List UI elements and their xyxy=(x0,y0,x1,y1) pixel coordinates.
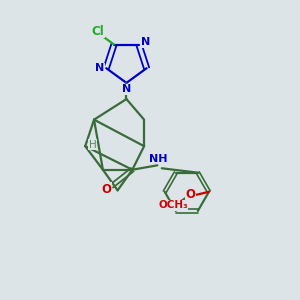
Text: OCH₃: OCH₃ xyxy=(158,200,188,210)
Text: N: N xyxy=(141,37,150,47)
Text: O: O xyxy=(101,183,111,196)
Text: O: O xyxy=(186,188,196,201)
Text: N: N xyxy=(122,84,131,94)
Text: N: N xyxy=(95,63,104,73)
Text: NH: NH xyxy=(149,154,167,164)
Text: Cl: Cl xyxy=(92,25,104,38)
Text: H: H xyxy=(89,140,97,150)
